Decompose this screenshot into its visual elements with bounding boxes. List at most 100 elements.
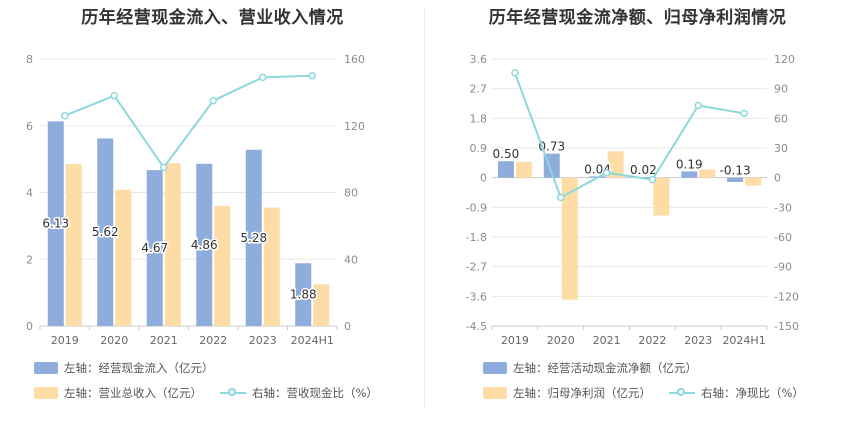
right-axis-tick-label: 0 <box>344 320 351 333</box>
chart-panel-cashflow-revenue: 历年经营现金流入、营业收入情况 0 2 4 6 8 0 40 80 120 160 2019 2020… <box>26 8 378 401</box>
left-axis-tick-label: 0 <box>26 320 33 333</box>
bar-secondary <box>214 205 231 326</box>
legend-swatch-yellow <box>483 387 507 399</box>
bar-secondary <box>515 161 532 178</box>
right-axis-tick-label: 60 <box>774 112 788 125</box>
bar-secondary <box>115 189 132 326</box>
x-axis-tick-label: 2021 <box>593 334 621 347</box>
x-axis-tick-label: 2019 <box>51 334 79 347</box>
left-axis-tick-label: -1.8 <box>466 231 487 244</box>
left-axis-tick-label: 2.7 <box>470 83 488 96</box>
data-label: 5.62 <box>92 225 119 239</box>
left-axis-tick-label: -2.7 <box>466 261 487 274</box>
x-axis-tick-label: 2022 <box>199 334 227 347</box>
bar-primary <box>681 171 698 178</box>
legend-line-marker-icon <box>669 387 695 399</box>
legend-label: 右轴：净现比（%） <box>701 386 804 400</box>
line-point <box>209 96 217 105</box>
right-axis-tick-label: 80 <box>344 187 358 200</box>
right-axis-tick-label: 120 <box>344 120 365 133</box>
legend-line-marker-icon <box>220 387 246 399</box>
data-label: 5.28 <box>240 231 267 245</box>
left-axis-tick-label: 1.8 <box>470 112 488 125</box>
bar-primary <box>497 161 514 178</box>
right-axis-tick-label: 30 <box>774 142 788 155</box>
bar-secondary <box>561 177 578 300</box>
bar-secondary <box>65 164 82 326</box>
x-axis-tick-label: 2019 <box>501 334 529 347</box>
x-axis-tick-label: 2023 <box>249 334 277 347</box>
bar-primary <box>727 177 744 182</box>
data-label: 4.86 <box>191 238 218 252</box>
legend-item-net-cashflow[interactable]: 左轴：经营活动现金流净额（亿元） <box>483 360 697 376</box>
chart-title: 历年经营现金流净额、归母净利润情况 <box>488 8 787 28</box>
bar-secondary <box>263 207 280 326</box>
data-label: 0.19 <box>676 157 703 171</box>
right-axis-tick-label: -150 <box>774 320 799 333</box>
bar-primary <box>196 163 213 326</box>
data-label: 0.50 <box>493 147 520 161</box>
line-point <box>308 71 316 80</box>
line-point <box>511 69 519 77</box>
line-point <box>694 101 702 110</box>
legend-item-net-cash-ratio[interactable]: 右轴：净现比（%） <box>669 385 804 401</box>
bar-primary <box>47 121 64 326</box>
data-label: 6.13 <box>42 217 69 231</box>
right-axis-tick-label: -120 <box>774 290 799 303</box>
line-point <box>740 109 748 118</box>
bar-secondary <box>607 151 624 178</box>
panel-divider <box>424 8 425 408</box>
bar-primary <box>146 170 163 326</box>
line-point <box>259 73 267 82</box>
chart-panel-netcash-profit: 历年经营现金流净额、归母净利润情况 -4.5 -3.6 -2.7 -1.8 -0.9 0 0… <box>425 0 850 437</box>
legend-label: 左轴：营业总收入（亿元） <box>64 386 202 400</box>
data-label: 1.88 <box>290 288 317 302</box>
left-axis-tick-label: 0.9 <box>470 142 488 155</box>
bar-primary <box>295 263 312 326</box>
left-axis-tick-label: 3.6 <box>470 53 488 66</box>
legend-item-cash-ratio[interactable]: 右轴：营收现金比（%） <box>220 385 378 401</box>
bar-secondary <box>313 284 330 326</box>
left-axis-tick-label: 6 <box>26 120 33 133</box>
legend-item-net-profit[interactable]: 左轴：归母净利润（亿元） <box>483 385 651 401</box>
data-label: 0.02 <box>630 163 657 177</box>
right-axis-tick-label: 40 <box>344 253 358 266</box>
legend-swatch-yellow <box>34 387 58 399</box>
bar-secondary <box>699 169 716 178</box>
line-point <box>557 193 565 202</box>
legend-swatch-blue <box>34 362 58 374</box>
left-axis-tick-label: -4.5 <box>466 320 487 333</box>
x-axis-tick-label: 2022 <box>638 334 666 347</box>
legend-label: 右轴：营收现金比（%） <box>252 386 378 400</box>
right-axis-tick-label: -30 <box>774 201 792 214</box>
legend-label: 左轴：经营活动现金流净额（亿元） <box>513 361 697 375</box>
x-axis-tick-label: 2023 <box>684 334 712 347</box>
left-axis-tick-label: 0 <box>480 172 487 185</box>
data-label: 4.67 <box>141 241 168 255</box>
legend-swatch-blue <box>483 362 507 374</box>
right-axis-tick-label: 0 <box>774 172 781 185</box>
chart-plot-area: -4.5 -3.6 -2.7 -1.8 -0.9 0 0.9 1.8 2.7 3.6 -150 -12… <box>466 53 799 347</box>
line-point <box>61 111 69 120</box>
x-axis-tick-label: 2020 <box>100 334 128 347</box>
right-axis-tick-label: -60 <box>774 231 792 244</box>
data-label: -0.13 <box>720 164 751 178</box>
bar-secondary <box>164 163 181 326</box>
x-axis-tick-label: 2020 <box>547 334 575 347</box>
legend-item-cash-inflow[interactable]: 左轴：经营现金流入（亿元） <box>34 360 214 376</box>
x-axis-tick-label: 2021 <box>150 334 178 347</box>
legend-item-revenue[interactable]: 左轴：营业总收入（亿元） <box>34 385 202 401</box>
chart-title: 历年经营现金流入、营业收入情况 <box>81 8 344 28</box>
right-axis-tick-label: 160 <box>344 53 365 66</box>
left-axis-tick-label: 2 <box>26 253 33 266</box>
bar-primary <box>97 138 114 326</box>
x-axis-tick-label: 2024H1 <box>291 334 334 347</box>
left-axis-tick-label: 8 <box>26 53 33 66</box>
bar-secondary <box>745 177 762 186</box>
right-axis-tick-label: 120 <box>774 53 795 66</box>
bar-secondary <box>653 177 670 216</box>
left-axis-tick-label: -0.9 <box>466 201 487 214</box>
line-point <box>648 175 657 184</box>
line-point <box>110 91 118 100</box>
